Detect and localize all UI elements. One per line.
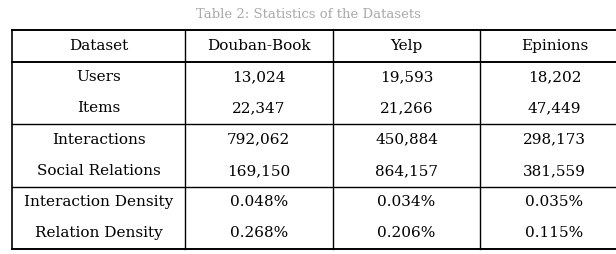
Text: Interactions: Interactions [52, 133, 145, 147]
Text: 169,150: 169,150 [227, 164, 290, 178]
Text: Users: Users [76, 70, 121, 84]
Text: 450,884: 450,884 [375, 133, 438, 147]
Text: Douban-Book: Douban-Book [207, 39, 310, 53]
Text: 0.048%: 0.048% [230, 195, 288, 209]
Text: Dataset: Dataset [69, 39, 128, 53]
Text: Yelp: Yelp [391, 39, 423, 53]
Text: 0.115%: 0.115% [525, 226, 583, 240]
Text: 21,266: 21,266 [379, 102, 434, 116]
Text: Interaction Density: Interaction Density [24, 195, 173, 209]
Text: 22,347: 22,347 [232, 102, 285, 116]
Text: Epinions: Epinions [521, 39, 588, 53]
Text: 298,173: 298,173 [523, 133, 586, 147]
Text: 13,024: 13,024 [232, 70, 285, 84]
Text: 0.206%: 0.206% [378, 226, 436, 240]
Text: Items: Items [77, 102, 120, 116]
Text: Social Relations: Social Relations [37, 164, 160, 178]
Text: 19,593: 19,593 [380, 70, 433, 84]
Text: Table 2: Statistics of the Datasets: Table 2: Statistics of the Datasets [195, 8, 421, 21]
Text: 381,559: 381,559 [523, 164, 586, 178]
Text: 0.034%: 0.034% [378, 195, 436, 209]
Text: 0.035%: 0.035% [525, 195, 583, 209]
Text: 47,449: 47,449 [528, 102, 581, 116]
Text: Relation Density: Relation Density [34, 226, 163, 240]
Text: 18,202: 18,202 [528, 70, 581, 84]
Text: 864,157: 864,157 [375, 164, 438, 178]
Text: 0.268%: 0.268% [230, 226, 288, 240]
Text: 792,062: 792,062 [227, 133, 290, 147]
